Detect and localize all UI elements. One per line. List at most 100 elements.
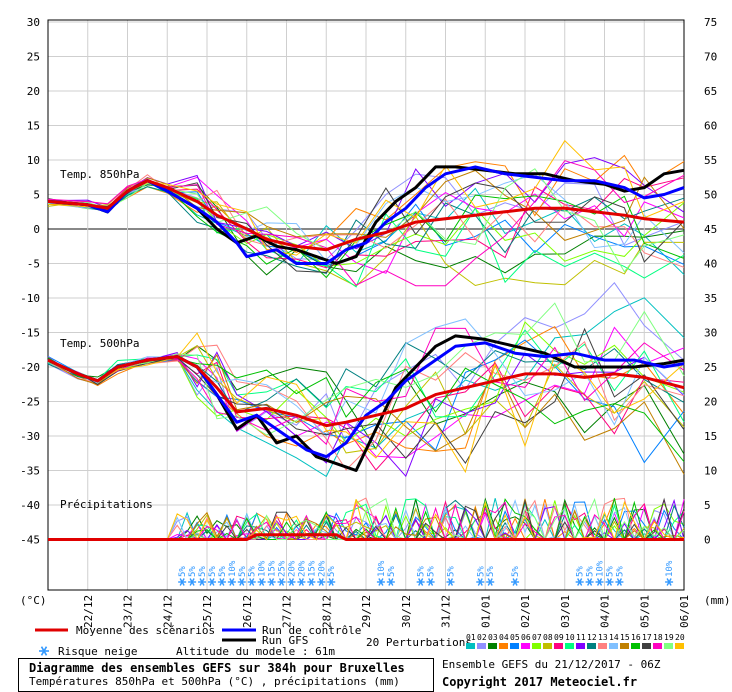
perturbation-id: 13 bbox=[598, 633, 608, 642]
snowflake-icon bbox=[615, 578, 624, 586]
snow-risk-label: 15% bbox=[268, 560, 278, 577]
diagram-subtitle: Températures 850hPa et 500hPa (°C) , pré… bbox=[29, 675, 400, 688]
perturbation-line bbox=[47, 318, 685, 437]
snowflake-icon bbox=[297, 578, 306, 586]
snowflake-icon bbox=[227, 578, 236, 586]
date-tick-label: 04/01 bbox=[599, 595, 612, 628]
left-tick-label: 15 bbox=[27, 120, 40, 133]
left-tick-label: 25 bbox=[27, 51, 40, 64]
snowflake-icon bbox=[198, 578, 207, 586]
legend: Moyenne des scénarios Run de contrôle Ru… bbox=[35, 624, 685, 658]
snowflake-icon bbox=[386, 578, 395, 586]
footer-title-box: Diagramme des ensembles GEFS sur 384h po… bbox=[18, 658, 434, 692]
left-tick-label: -10 bbox=[20, 292, 40, 305]
date-tick-label: 02/01 bbox=[519, 595, 532, 628]
perturbation-swatch bbox=[543, 643, 552, 649]
date-tick-label: 23/12 bbox=[122, 595, 135, 628]
perturbation-swatch bbox=[587, 643, 596, 649]
perturbation-id: 15 bbox=[620, 633, 630, 642]
perturbation-swatch bbox=[642, 643, 651, 649]
perturbation-swatch bbox=[521, 643, 530, 649]
snowflake-icon bbox=[476, 578, 485, 586]
snowflake-icon bbox=[257, 578, 266, 586]
date-tick-label: 05/01 bbox=[638, 595, 651, 628]
perturbation-swatch bbox=[620, 643, 629, 649]
perturbation-line bbox=[47, 332, 685, 474]
snowflake-icon bbox=[287, 578, 296, 586]
mean-500-line bbox=[47, 355, 685, 428]
footer-info: Ensemble GEFS du 21/12/2017 - 06Z Copyri… bbox=[442, 658, 732, 692]
perturbation-line bbox=[47, 160, 685, 287]
snowflake-icon bbox=[665, 578, 674, 586]
snow-risk-label: 10% bbox=[377, 560, 387, 577]
snowflake-icon bbox=[575, 578, 584, 586]
snow-risk-label: 5% bbox=[476, 566, 486, 577]
snow-risk-label: 5% bbox=[446, 566, 456, 577]
perturbation-id: 09 bbox=[554, 633, 564, 642]
perturbation-id: 18 bbox=[653, 633, 663, 642]
perturbation-id: 05 bbox=[510, 633, 520, 642]
perturbation-swatch bbox=[576, 643, 585, 649]
date-tick-label: 28/12 bbox=[320, 595, 333, 628]
perturbation-swatch bbox=[609, 643, 618, 649]
right-tick-label: 60 bbox=[704, 120, 717, 133]
perturbation-id: 08 bbox=[543, 633, 553, 642]
left-tick-label: -15 bbox=[20, 327, 40, 340]
snowflake-icon bbox=[178, 578, 187, 586]
legend-snow-label: Risque neige bbox=[58, 645, 137, 658]
date-tick-label: 26/12 bbox=[241, 595, 254, 628]
perturbation-id: 01 bbox=[466, 633, 476, 642]
date-tick-label: 24/12 bbox=[161, 595, 174, 628]
date-tick-label: 31/12 bbox=[440, 595, 453, 628]
perturbation-id: 14 bbox=[609, 633, 619, 642]
perturbation-id: 04 bbox=[499, 633, 509, 642]
left-tick-label: 5 bbox=[33, 189, 40, 202]
perturbation-id: 03 bbox=[488, 633, 498, 642]
snow-risk-label: 5% bbox=[605, 566, 615, 577]
snow-risk-label: 5% bbox=[615, 566, 625, 577]
perturbation-id: 10 bbox=[565, 633, 575, 642]
snow-risk-label: 10% bbox=[596, 560, 606, 577]
right-tick-label: 20 bbox=[704, 396, 717, 409]
snowflake-icon bbox=[486, 578, 495, 586]
perturbation-legend: 01 02 03 04 05 06 07 08 09 10 11 12 13 14 15 16 17 18 19 20 bbox=[466, 633, 685, 649]
snowflake-icon bbox=[585, 578, 594, 586]
perturbation-swatch bbox=[565, 643, 574, 649]
left-tick-label: 20 bbox=[27, 85, 40, 98]
snow-risk-label: 5% bbox=[248, 566, 258, 577]
legend-mean-label: Moyenne des scénarios bbox=[76, 624, 215, 637]
right-tick-label: 65 bbox=[704, 85, 717, 98]
perturbation-swatch bbox=[664, 643, 673, 649]
right-tick-label: 25 bbox=[704, 361, 717, 374]
snow-risk-row: 5% 5% 5% 5% 5% 10% 5% 5% 10% 15% 25% 20% 20% 15% 20% 5%… bbox=[178, 560, 675, 586]
panel-label-precip: Précipitations bbox=[60, 498, 153, 511]
perturbation-id: 02 bbox=[477, 633, 487, 642]
perturbation-swatch bbox=[675, 643, 684, 649]
perturbation-lines bbox=[47, 139, 685, 542]
perturbation-line bbox=[47, 353, 685, 475]
left-tick-label: -25 bbox=[20, 396, 40, 409]
snowflake-icon bbox=[511, 578, 520, 586]
date-tick-label: 03/01 bbox=[559, 595, 572, 628]
plot-frame bbox=[47, 19, 685, 591]
right-tick-label: 70 bbox=[704, 51, 717, 64]
snow-risk-label: 5% bbox=[427, 566, 437, 577]
snowflake-icon bbox=[307, 578, 316, 586]
perturbation-id: 06 bbox=[521, 633, 531, 642]
date-tick-label: 29/12 bbox=[360, 595, 373, 628]
right-tick-label: 55 bbox=[704, 154, 717, 167]
legend-control-label: Run de contrôle bbox=[262, 624, 361, 637]
snow-risk-label: 5% bbox=[178, 566, 188, 577]
right-axis-unit: (mm) bbox=[704, 594, 731, 607]
perturbation-swatch bbox=[477, 643, 486, 649]
panel-labels: Temp. 850hPa Temp. 500hPa Précipitations bbox=[60, 168, 153, 511]
snow-risk-label: 5% bbox=[387, 566, 397, 577]
right-tick-label: 5 bbox=[704, 499, 711, 512]
date-tick-label: 27/12 bbox=[281, 595, 294, 628]
perturbation-swatch bbox=[653, 643, 662, 649]
right-tick-label: 75 bbox=[704, 16, 717, 29]
right-tick-label: 35 bbox=[704, 292, 717, 305]
date-tick-label: 30/12 bbox=[400, 595, 413, 628]
